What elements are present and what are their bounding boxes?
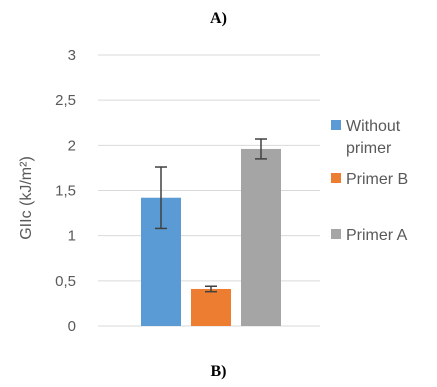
legend-swatch [331, 173, 341, 183]
bar [241, 148, 281, 326]
panel-label-a: A) [210, 10, 227, 27]
legend-label: Primer B [346, 171, 408, 188]
panel-label-b: B) [210, 363, 227, 380]
legend: Without primer Primer B Primer A [331, 118, 408, 244]
legend-swatch [331, 229, 341, 239]
gridlines [98, 54, 320, 327]
error-bar [155, 166, 167, 230]
y-axis-label: GIIc (kJ/m²) [18, 156, 35, 240]
legend-swatch [331, 120, 341, 130]
y-tick-label: 3 [68, 47, 76, 64]
bars [141, 148, 281, 326]
y-tick-label: 0,5 [55, 273, 76, 290]
y-axis-ticks: 0 0,5 1 1,5 2 2,5 3 [55, 47, 76, 335]
legend-label-line: Without [346, 118, 401, 135]
y-tick-label: 2 [68, 137, 76, 154]
error-bar [205, 285, 217, 293]
legend-label: Primer A [346, 227, 408, 244]
error-bars [155, 138, 267, 293]
y-tick-label: 2,5 [55, 92, 76, 109]
bar [191, 288, 231, 326]
y-tick-label: 0 [68, 318, 76, 335]
legend-label-line: primer [346, 140, 392, 157]
legend-label-line: Primer A [346, 227, 408, 244]
y-tick-label: 1,5 [55, 183, 76, 200]
legend-label-line: Primer B [346, 171, 408, 188]
legend-label: Without primer [346, 118, 401, 157]
error-bar [255, 138, 267, 160]
y-tick-label: 1 [68, 228, 76, 245]
